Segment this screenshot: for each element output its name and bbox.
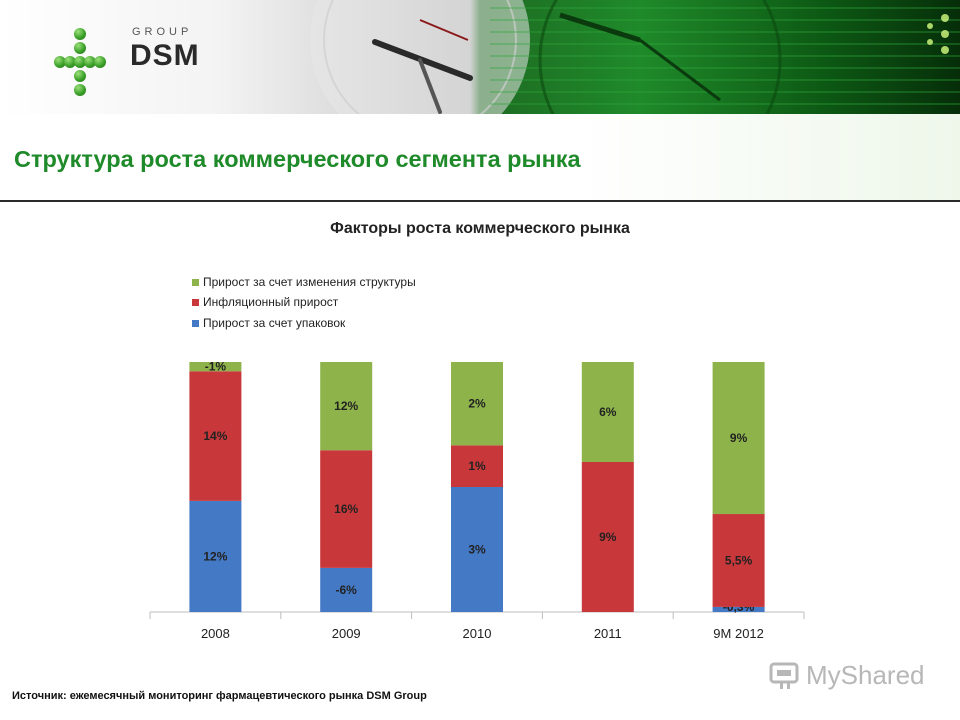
bar-segment bbox=[451, 445, 503, 487]
bar-data-label: 14% bbox=[203, 429, 227, 443]
slide-title: Структура роста коммерческого сегмента р… bbox=[14, 146, 581, 172]
bar-segment bbox=[320, 362, 373, 451]
title-band bbox=[0, 114, 960, 201]
bar-segment bbox=[451, 362, 503, 446]
header-banner: GROUP DSM bbox=[0, 0, 960, 114]
bar-data-label: 16% bbox=[334, 502, 358, 516]
legend-swatch-green bbox=[192, 278, 199, 286]
legend-item-packages: Прирост за счет упаковок bbox=[192, 316, 345, 330]
x-tick-label: 2011 bbox=[594, 626, 622, 641]
bar-data-label: 9% bbox=[599, 530, 617, 544]
watermark-text: MyShared bbox=[806, 659, 925, 690]
bar-segment bbox=[451, 487, 503, 612]
logo-brand-text: DSM bbox=[130, 39, 200, 72]
x-tick-label: 2008 bbox=[201, 626, 230, 641]
bar-data-label: 3% bbox=[468, 543, 486, 557]
bar-segment bbox=[320, 567, 373, 612]
legend-label-packages: Прирост за счет упаковок bbox=[203, 316, 346, 330]
chart-title: Факторы роста коммерческого рынка bbox=[330, 220, 630, 237]
bar-data-label: -1% bbox=[205, 359, 227, 373]
x-tick-label: 9M 2012 bbox=[713, 626, 764, 641]
bar-data-label: 6% bbox=[599, 405, 617, 419]
logo-group-text: GROUP bbox=[132, 26, 193, 38]
bar-data-label: 2% bbox=[468, 397, 486, 411]
bar-segment bbox=[189, 371, 242, 501]
bar-segment bbox=[712, 362, 765, 515]
bar-segment bbox=[712, 514, 765, 607]
bar-segment bbox=[320, 450, 373, 568]
x-tick-label: 2010 bbox=[463, 626, 492, 641]
bar-data-label: -6% bbox=[336, 583, 358, 597]
bar-segment bbox=[189, 500, 242, 612]
source-note: Источник: ежемесячный мониторинг фармаце… bbox=[12, 690, 427, 702]
bar-segment bbox=[581, 462, 634, 612]
bar-data-label: 12% bbox=[334, 399, 358, 413]
bar-data-label: 5,5% bbox=[725, 553, 753, 567]
bar-segment bbox=[712, 606, 765, 612]
legend-label-inflation: Инфляционный прирост bbox=[203, 295, 339, 309]
dsm-group-logo: GROUP DSM bbox=[52, 24, 202, 96]
bar-data-label: 9% bbox=[730, 431, 748, 445]
bar-segment bbox=[189, 362, 242, 372]
legend-item-structure: Прирост за счет изменения структуры bbox=[192, 275, 416, 289]
bar-data-label: 1% bbox=[468, 459, 486, 473]
title-divider bbox=[0, 200, 960, 202]
legend-label-structure: Прирост за счет изменения структуры bbox=[203, 275, 416, 289]
clock-background-image bbox=[310, 0, 960, 114]
bar-data-label: 12% bbox=[203, 549, 227, 563]
legend-swatch-red bbox=[192, 298, 199, 306]
myshared-watermark: MyShared bbox=[768, 655, 925, 695]
legend-swatch-blue bbox=[192, 319, 199, 327]
legend-item-inflation: Инфляционный прирост bbox=[192, 295, 338, 309]
bar-segment bbox=[581, 362, 634, 462]
x-tick-label: 2009 bbox=[332, 626, 361, 641]
myshared-logo-icon bbox=[769, 662, 799, 689]
